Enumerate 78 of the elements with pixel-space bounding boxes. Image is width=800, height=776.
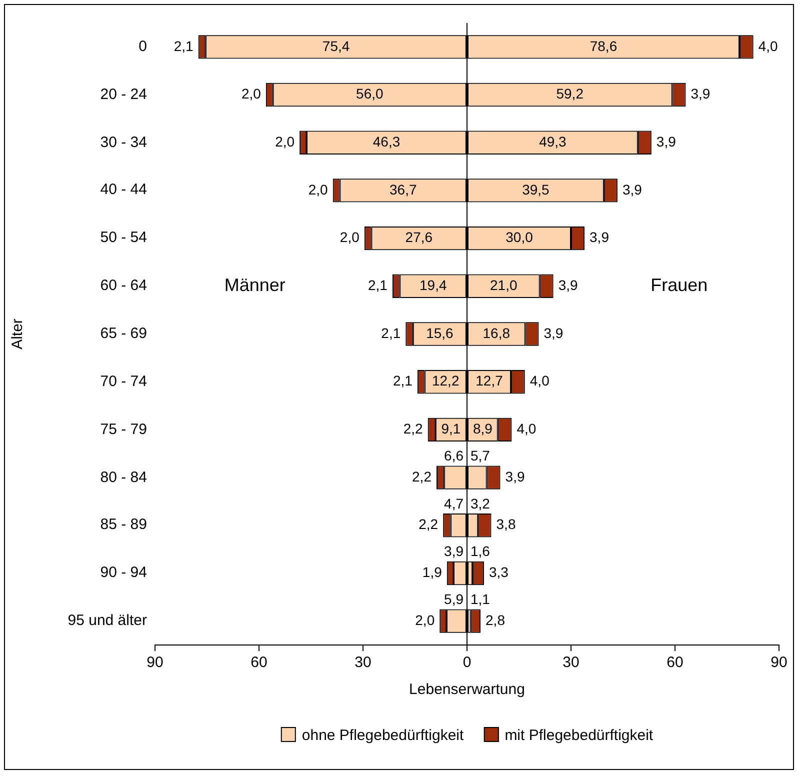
y-tick-label: 0 [138,38,147,56]
data-label: 4,0 [530,372,550,389]
data-label: 16,8 [482,324,510,341]
data-label: 12,7 [476,372,504,389]
legend-label: ohne Pflegebedürftigkeit [300,727,464,744]
data-label: 78,6 [590,38,618,54]
data-label: 2,1 [392,372,413,389]
data-label: 75,4 [322,38,350,54]
y-tick-label: 30 - 34 [100,134,147,152]
data-label: 2,2 [403,420,424,437]
data-label: 15,6 [426,324,454,341]
y-tick-label: 95 und älter [68,612,147,630]
annotation: Frauen [650,275,708,296]
data-label: 5,9 [444,591,464,608]
data-label: 2,1 [174,38,194,54]
y-tick-label: 70 - 74 [100,372,147,391]
data-label: 56,0 [356,86,384,102]
data-label: 3,9 [622,181,642,198]
data-label: 3,9 [690,86,710,102]
data-label: 4,7 [444,495,464,512]
data-label: 2,0 [415,612,435,628]
data-label: 3,9 [505,468,525,484]
x-tick-label: 90 [770,654,788,672]
y-tick-label: 90 - 94 [100,564,147,582]
data-label: 2,0 [275,133,295,150]
data-label: 21,0 [490,277,518,294]
data-label: 30,0 [506,229,534,246]
data-label: 2,2 [418,516,438,532]
data-label: 3,9 [444,543,464,560]
data-label: 2,0 [241,86,262,102]
data-label: 3,2 [470,495,490,512]
data-label: 12,2 [432,372,460,389]
data-label: 8,9 [472,420,493,437]
data-label: 3,3 [488,564,509,580]
x-tick-label: 60 [666,654,684,672]
data-label: 2,1 [368,277,388,294]
data-label: 39,5 [522,181,550,198]
x-tick-label: 90 [146,654,164,672]
y-tick-label: 80 - 84 [100,468,147,487]
data-label: 1,9 [422,564,442,580]
data-label: 3,9 [558,277,578,294]
data-label: 9,1 [441,420,461,437]
y-tick-label: 75 - 79 [100,420,147,439]
x-tick-label: 30 [562,654,580,672]
data-label: 1,1 [470,591,490,608]
data-label: 3,9 [590,229,610,246]
data-label: 1,6 [470,543,490,560]
y-tick-label: 85 - 89 [100,516,147,534]
data-label: 5,7 [470,448,490,464]
data-label: 49,3 [539,133,567,150]
x-tick-label: 30 [354,654,372,672]
data-label: 4,0 [758,38,778,54]
annotation: Männer [224,275,286,296]
data-label: 6,6 [444,448,464,464]
data-label: 2,8 [486,612,506,628]
y-tick-label: 40 - 44 [100,181,147,200]
data-label: 2,1 [381,324,401,341]
y-tick-label: 60 - 64 [100,277,147,296]
x-axis-title: Lebenserwartung [409,681,525,698]
y-tick-label: 20 - 24 [100,86,147,104]
y-tick-label: 65 - 69 [100,325,147,343]
data-label: 59,2 [556,86,584,102]
data-label: 3,9 [544,324,564,341]
y-axis-title: Alter [9,318,26,350]
data-label: 2,0 [308,181,328,198]
data-label: 4,0 [516,420,536,437]
x-tick-label: 60 [250,654,268,672]
data-label: 3,8 [496,516,516,532]
x-tick-label: 0 [462,654,472,672]
data-label: 2,2 [412,468,432,484]
data-label: 3,9 [656,133,676,150]
data-label: 19,4 [420,277,447,294]
y-tick-label: 50 - 54 [100,229,147,248]
legend-label: mit Pflegebedürftigkeit [504,727,654,744]
data-label: 2,0 [340,229,360,246]
data-label: 27,6 [405,229,433,246]
data-label: 46,3 [372,133,400,150]
data-label: 36,7 [390,181,417,198]
